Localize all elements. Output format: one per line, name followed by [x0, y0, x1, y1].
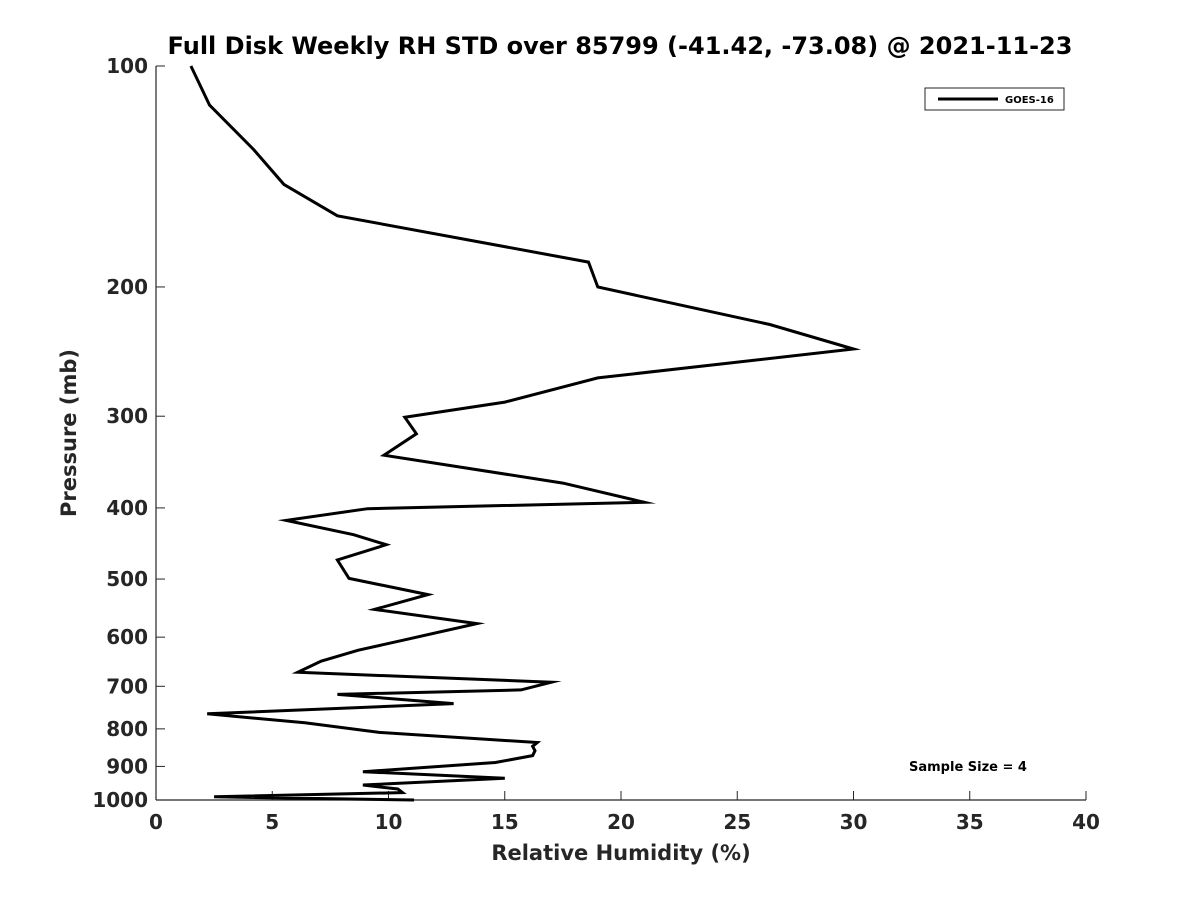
x-tick-label: 5: [265, 810, 279, 834]
y-tick-label: 700: [106, 674, 148, 698]
x-ticks: 0 5 10 15 20 25 30 35 40: [149, 791, 1100, 834]
y-tick-label: 900: [106, 754, 148, 778]
x-tick-label: 40: [1072, 810, 1100, 834]
y-tick-label: 100: [106, 54, 148, 78]
y-tick-label: 300: [106, 404, 148, 428]
y-axis-label: Pressure (mb): [57, 349, 81, 517]
x-tick-label: 20: [607, 810, 635, 834]
x-axis-label: Relative Humidity (%): [491, 841, 750, 865]
x-tick-label: 15: [491, 810, 519, 834]
legend: GOES-16: [924, 87, 1065, 111]
y-tick-label: 800: [106, 717, 148, 741]
y-tick-label: 400: [106, 496, 148, 520]
y-tick-label: 200: [106, 275, 148, 299]
chart-title: Full Disk Weekly RH STD over 85799 (-41.…: [168, 32, 1073, 60]
y-tick-label: 600: [106, 625, 148, 649]
y-tick-label: 500: [106, 567, 148, 591]
series-line-goes-16: [189, 65, 862, 802]
x-tick-label: 35: [956, 810, 984, 834]
x-tick-label: 25: [723, 810, 751, 834]
legend-entry-goes-16: GOES-16: [1005, 95, 1054, 106]
y-ticks: 100 200 300 400 500 600 700 800 900 1000: [92, 54, 165, 812]
y-tick-label: 1000: [92, 788, 148, 812]
x-tick-label: 10: [375, 810, 403, 834]
x-tick-label: 0: [149, 810, 163, 834]
x-tick-label: 30: [840, 810, 868, 834]
sample-size-annotation: Sample Size = 4: [909, 760, 1027, 775]
